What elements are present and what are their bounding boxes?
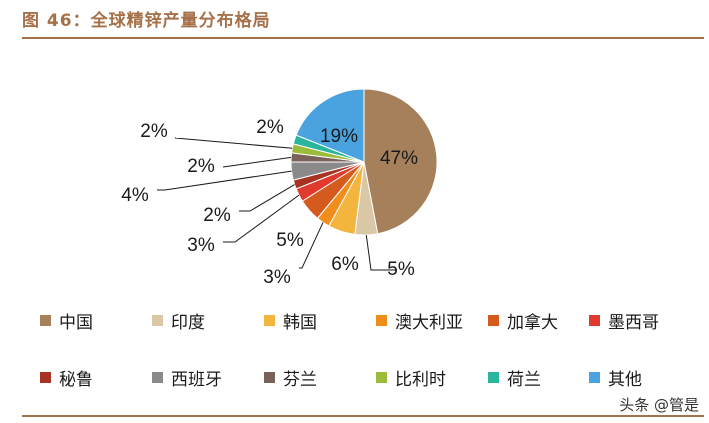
legend-item: 荷兰 [488,365,541,390]
data-label-4: 3% [263,267,291,288]
leader-line-6 [223,194,300,243]
pie-slice-12 [295,88,365,163]
legend-label: 荷兰 [507,370,541,390]
legend-item: 加拿大 [488,308,558,333]
data-label-3: 6% [331,254,359,275]
legend-swatch [40,372,51,383]
data-label-11: 2% [256,117,284,138]
figure-title: 图 46：全球精锌产量分布格局 [22,11,271,31]
data-label-7: 2% [203,205,231,226]
legend-item: 中国 [40,308,93,333]
legend-swatch [488,315,499,326]
leader-line-2 [365,234,397,271]
legend-label: 芬兰 [283,370,317,390]
legend-item: 韩国 [264,308,317,333]
legend-item: 芬兰 [264,365,317,390]
legend-swatch [152,372,163,383]
legend-swatch [376,372,387,383]
data-label-8: 4% [121,185,149,206]
legend-label: 韩国 [283,313,317,333]
legend-item: 墨西哥 [589,308,659,333]
legend-label: 比利时 [395,370,446,390]
data-label-1: 47% [380,148,418,169]
legend-label: 墨西哥 [608,313,659,333]
data-label-12: 19% [320,126,358,147]
legend-item: 西班牙 [152,365,222,390]
data-label-5: 5% [276,230,304,251]
legend-label: 秘鲁 [59,370,93,390]
legend-swatch [376,315,387,326]
legend-item: 其他 [589,365,642,390]
legend-swatch [40,315,51,326]
legend-label: 澳大利亚 [395,313,463,333]
title-rule [22,37,704,39]
legend-swatch [264,372,275,383]
legend-swatch [589,372,600,383]
legend-label: 西班牙 [171,370,222,390]
data-label-2: 5% [387,259,415,280]
legend-label: 加拿大 [507,313,558,333]
leader-line-7 [239,184,295,212]
legend-swatch [589,315,600,326]
legend-label: 印度 [171,313,205,333]
leader-line-8 [157,170,292,191]
legend-item: 印度 [152,308,205,333]
leader-line-4 [299,222,324,269]
legend-swatch [152,315,163,326]
legend-item: 秘鲁 [40,365,93,390]
leader-line-10 [174,137,293,149]
data-label-6: 3% [187,235,215,256]
legend-swatch [488,372,499,383]
data-label-9: 2% [187,156,215,177]
legend-item: 澳大利亚 [376,308,463,333]
pie-chart: 47% 5% 6% 3% 5% 3% 2% 4% 2% 2% 2% 19% [121,88,438,288]
legend-swatch [264,315,275,326]
legend-label: 中国 [59,313,93,333]
legend-label: 其他 [608,370,642,390]
data-label-10: 2% [140,121,168,142]
bottom-rule [22,415,704,417]
watermark: 头条 @管是 [619,396,699,414]
pie-slice-1 [363,88,438,235]
legend-item: 比利时 [376,365,446,390]
leader-line-9 [222,156,292,168]
